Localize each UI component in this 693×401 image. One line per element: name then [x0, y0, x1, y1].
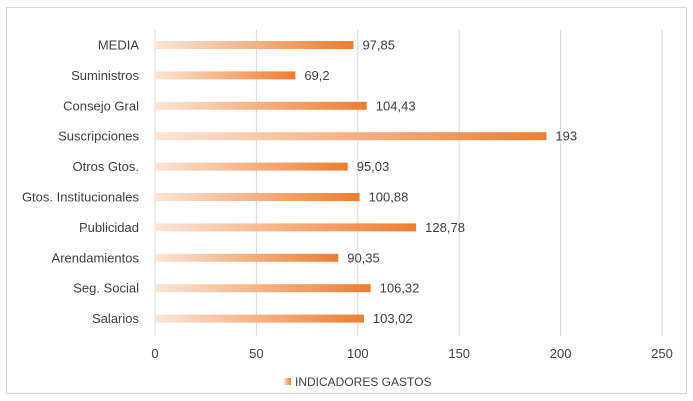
category-label: Salarios: [92, 311, 139, 326]
bar: [155, 284, 371, 293]
x-tick-label: 250: [651, 346, 673, 361]
bar: [155, 71, 296, 80]
value-label: 106,32: [380, 281, 420, 296]
value-labels: 97,85 69,2 104,43 193 95,03 100,88 128,78 90,35…: [304, 38, 577, 327]
category-labels: MEDIA Suministros Consejo Gral Suscripcione…: [22, 38, 140, 327]
category-label: MEDIA: [98, 38, 140, 53]
bar: [155, 314, 364, 323]
bar: [155, 132, 547, 141]
x-tick-label: 150: [448, 346, 470, 361]
category-label: Arendamientos: [52, 250, 140, 265]
legend: INDICADORES GASTOS: [284, 375, 431, 389]
value-label: 97,85: [362, 38, 395, 53]
x-tick-label: 50: [249, 346, 263, 361]
bars: [155, 41, 547, 323]
value-label: 193: [555, 129, 577, 144]
bar: [155, 253, 339, 262]
value-label: 90,35: [347, 250, 380, 265]
category-label: Publicidad: [79, 220, 139, 235]
value-label: 104,43: [376, 98, 416, 113]
bar: [155, 193, 360, 201]
category-label: Suscripciones: [58, 129, 139, 144]
legend-label: INDICADORES GASTOS: [295, 375, 431, 389]
category-label: Seg. Social: [73, 281, 139, 296]
bar: [155, 223, 417, 232]
category-label: Otros Gtos.: [73, 159, 139, 174]
category-label: Gtos. Institucionales: [22, 190, 140, 205]
x-tick-label: 100: [347, 346, 369, 361]
bar: [155, 41, 354, 49]
category-label: Consejo Gral: [63, 98, 139, 113]
x-tick-labels: 0 50 100 150 200 250: [151, 346, 672, 361]
legend-swatch: [284, 378, 291, 385]
value-label: 69,2: [304, 68, 329, 83]
bar: [155, 101, 367, 110]
value-label: 128,78: [425, 220, 465, 235]
category-label: Suministros: [71, 68, 139, 83]
x-tick-label: 0: [151, 346, 158, 361]
bar: [155, 162, 348, 171]
value-label: 95,03: [357, 159, 390, 174]
value-label: 103,02: [373, 311, 413, 326]
value-label: 100,88: [369, 190, 409, 205]
x-tick-label: 200: [550, 346, 572, 361]
